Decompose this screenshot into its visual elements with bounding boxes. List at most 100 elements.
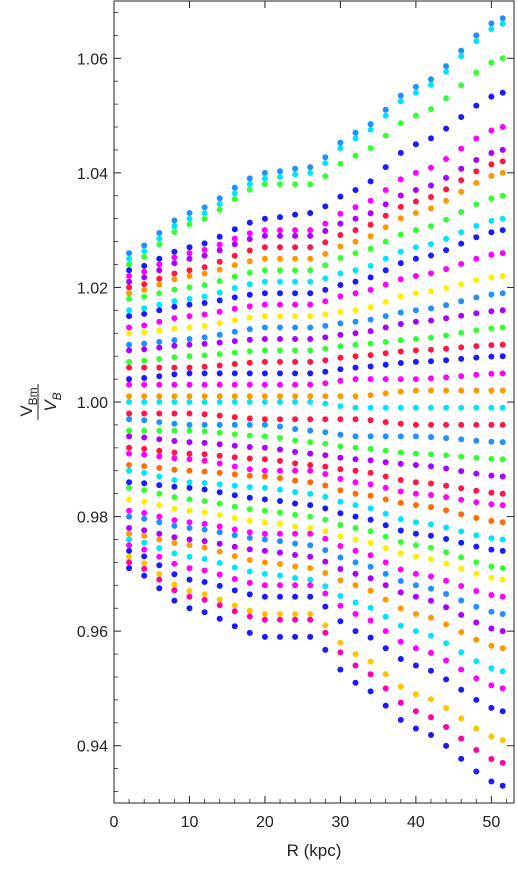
data-point	[397, 192, 404, 199]
data-point	[156, 530, 163, 537]
data-point	[458, 82, 465, 89]
data-point	[428, 334, 434, 341]
data-point	[412, 290, 419, 297]
data-point	[201, 399, 208, 405]
data-point	[367, 575, 374, 582]
data-point	[322, 629, 329, 636]
data-point	[246, 175, 253, 182]
data-point	[141, 469, 148, 476]
data-point	[261, 593, 268, 600]
data-point	[488, 778, 495, 785]
data-point	[156, 482, 163, 489]
data-point	[367, 528, 374, 535]
data-point	[367, 126, 374, 133]
data-point	[443, 387, 450, 394]
data-point	[443, 357, 450, 364]
data-point	[352, 215, 359, 222]
data-point	[201, 421, 208, 428]
data-point	[307, 347, 314, 354]
data-point	[382, 338, 389, 345]
data-point	[367, 233, 374, 240]
data-point	[216, 381, 223, 388]
data-point	[231, 196, 238, 203]
data-point	[307, 181, 314, 188]
data-point	[443, 285, 450, 291]
data-point	[141, 281, 148, 288]
data-point	[397, 699, 404, 706]
data-point	[231, 381, 238, 388]
data-point	[307, 358, 314, 365]
data-point	[307, 616, 314, 623]
data-point	[499, 593, 506, 600]
data-point	[186, 576, 193, 583]
y-axis-ticks: 0.94 0.96 0.98 1.00 1.02 1.04 1.06	[77, 12, 514, 792]
data-point	[499, 439, 506, 446]
data-point	[428, 404, 434, 411]
x-tick-label: 30	[332, 814, 350, 831]
data-point	[261, 381, 268, 388]
data-point	[322, 262, 329, 269]
data-point	[307, 467, 314, 474]
data-point	[126, 324, 133, 331]
data-point	[367, 286, 374, 293]
data-point	[201, 509, 208, 516]
data-point	[307, 502, 314, 509]
data-point	[141, 329, 148, 336]
data-point	[488, 20, 495, 27]
data-point	[126, 330, 133, 337]
data-point	[201, 468, 208, 475]
data-point	[382, 570, 389, 577]
data-point	[397, 309, 404, 316]
data-point	[322, 393, 329, 400]
data-point	[277, 423, 283, 430]
data-point	[201, 457, 208, 464]
data-point	[488, 387, 495, 394]
data-point	[171, 597, 178, 604]
data-point	[322, 298, 329, 305]
data-point	[216, 412, 223, 419]
data-point	[337, 403, 344, 410]
data-point	[337, 639, 344, 646]
data-point	[458, 281, 465, 288]
series-14	[126, 307, 506, 354]
data-point	[443, 494, 450, 501]
series-26	[126, 450, 506, 509]
series-27	[126, 462, 506, 526]
data-point	[428, 375, 434, 382]
data-point	[292, 530, 299, 537]
data-point	[397, 231, 404, 238]
data-point	[261, 324, 268, 331]
data-point	[261, 175, 268, 182]
data-point	[231, 526, 238, 533]
data-point	[201, 246, 208, 253]
data-point	[499, 15, 506, 22]
data-point	[428, 714, 434, 721]
y-tick-label: 1.02	[77, 280, 108, 297]
data-point	[171, 438, 178, 444]
data-point	[488, 195, 495, 202]
data-point	[443, 507, 450, 514]
data-point	[141, 445, 148, 452]
data-point	[277, 255, 283, 262]
data-point	[292, 500, 299, 507]
data-point	[277, 381, 283, 388]
data-point	[352, 536, 359, 543]
data-point	[246, 455, 253, 462]
data-point	[458, 47, 465, 54]
data-point	[156, 436, 163, 443]
data-point	[186, 588, 193, 594]
data-point	[473, 38, 480, 45]
data-point	[141, 527, 148, 534]
series-1	[126, 20, 506, 262]
data-point	[488, 172, 495, 179]
data-point	[201, 596, 208, 603]
data-point	[261, 496, 268, 503]
data-point	[443, 247, 450, 254]
y-tick-label: 0.96	[77, 624, 108, 641]
data-point	[488, 291, 495, 298]
data-point	[367, 457, 374, 464]
data-point	[322, 345, 329, 352]
data-point	[473, 619, 480, 626]
data-point	[277, 582, 283, 589]
data-point	[367, 210, 374, 217]
